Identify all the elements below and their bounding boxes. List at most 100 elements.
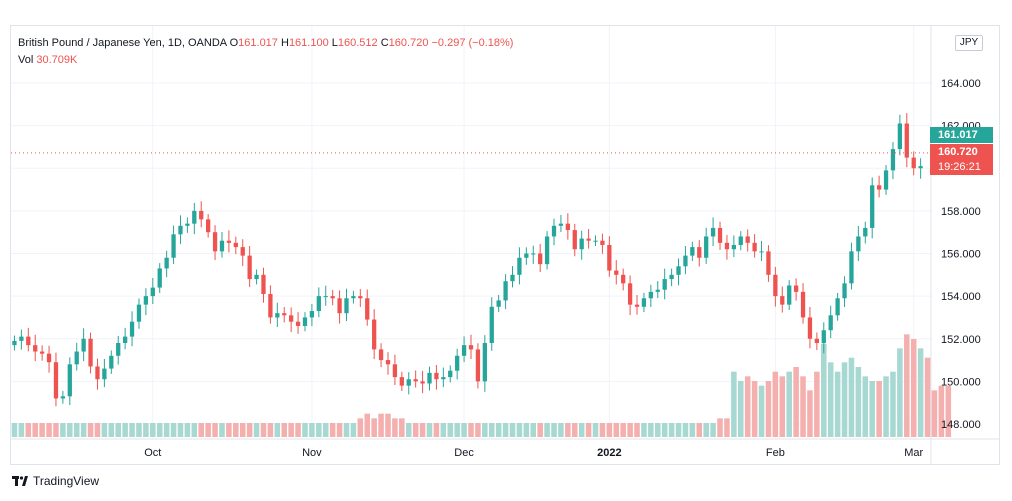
volume-bar[interactable] (744, 376, 751, 437)
candle[interactable] (420, 381, 425, 384)
volume-bar[interactable] (890, 371, 896, 437)
volume-bar[interactable] (807, 390, 813, 437)
volume-bar[interactable] (108, 423, 115, 437)
candle[interactable] (538, 253, 543, 265)
volume-bar[interactable] (191, 423, 198, 437)
candle[interactable] (731, 244, 737, 250)
candle[interactable] (572, 230, 577, 250)
volume-bar[interactable] (316, 423, 322, 437)
volume-bar[interactable] (606, 423, 613, 437)
candle[interactable] (157, 268, 162, 288)
volume-bar[interactable] (101, 423, 108, 437)
volume-bar[interactable] (219, 423, 225, 437)
candle[interactable] (524, 253, 529, 258)
candle[interactable] (890, 149, 896, 171)
volume-bar[interactable] (876, 381, 882, 437)
volume-bar[interactable] (143, 423, 149, 437)
volume-bar[interactable] (129, 423, 135, 437)
candle[interactable] (455, 355, 460, 371)
volume-bar[interactable] (163, 423, 170, 437)
volume-bar[interactable] (447, 423, 454, 437)
candle[interactable] (164, 257, 169, 269)
volume-bar[interactable] (855, 367, 862, 437)
candle[interactable] (282, 313, 287, 316)
volume-bar[interactable] (488, 423, 495, 437)
volume-bar[interactable] (571, 423, 578, 437)
candle[interactable] (787, 285, 792, 305)
volume-bar[interactable] (25, 423, 32, 437)
volume-bar[interactable] (419, 423, 426, 437)
candle[interactable] (129, 321, 135, 337)
candle[interactable] (738, 236, 743, 245)
volume-bar[interactable] (814, 371, 820, 437)
volume-bar[interactable] (551, 423, 557, 437)
candle[interactable] (136, 304, 142, 322)
candle[interactable] (441, 377, 446, 380)
volume-bar[interactable] (827, 362, 834, 437)
candle[interactable] (205, 219, 211, 233)
volume-bar[interactable] (87, 423, 94, 437)
volume-bar[interactable] (454, 423, 460, 437)
volume-bar[interactable] (212, 423, 218, 437)
candle[interactable] (510, 274, 515, 282)
volume-bar[interactable] (585, 423, 592, 437)
candle[interactable] (81, 338, 86, 352)
volume-bar[interactable] (627, 423, 633, 437)
volume-bar[interactable] (530, 423, 537, 437)
volume-bar[interactable] (675, 423, 682, 437)
candle[interactable] (178, 225, 183, 235)
volume-bar[interactable] (779, 376, 786, 437)
volume-bar[interactable] (841, 362, 848, 437)
candle[interactable] (710, 227, 716, 237)
volume-bar[interactable] (309, 423, 315, 437)
volume-bar[interactable] (350, 423, 357, 437)
candle[interactable] (12, 340, 17, 346)
candle[interactable] (275, 313, 280, 318)
volume-bar[interactable] (385, 413, 391, 437)
candle[interactable] (109, 355, 114, 369)
volume-bar[interactable] (772, 371, 779, 437)
candle[interactable] (233, 242, 238, 248)
volume-bar[interactable] (18, 423, 25, 437)
volume-bar[interactable] (917, 348, 924, 437)
candle[interactable] (247, 255, 252, 280)
volume-bar[interactable] (682, 423, 689, 437)
candle[interactable] (669, 274, 674, 280)
volume-bar[interactable] (46, 423, 52, 437)
volume-bar[interactable] (260, 423, 267, 437)
volume-bar[interactable] (648, 423, 654, 437)
candle[interactable] (116, 343, 121, 356)
candle[interactable] (614, 270, 619, 275)
volume-bar[interactable] (475, 423, 481, 437)
volume-bar[interactable] (378, 413, 384, 437)
candle[interactable] (461, 345, 467, 356)
candle[interactable] (793, 285, 799, 292)
volume-bar[interactable] (689, 423, 696, 437)
candle[interactable] (254, 274, 259, 280)
candle[interactable] (690, 247, 695, 256)
volume-bar[interactable] (696, 423, 703, 437)
candle[interactable] (295, 321, 301, 326)
candle[interactable] (434, 372, 439, 380)
volume-bar[interactable] (205, 423, 211, 437)
candle[interactable] (883, 170, 889, 190)
candle[interactable] (676, 266, 681, 275)
candle[interactable] (212, 232, 218, 252)
candle[interactable] (565, 223, 570, 231)
volume-bar[interactable] (924, 357, 931, 437)
volume-bar[interactable] (274, 423, 281, 437)
candle[interactable] (344, 298, 349, 314)
candle[interactable] (385, 360, 391, 365)
candle[interactable] (717, 227, 723, 243)
volume-bar[interactable] (53, 423, 59, 437)
volume-bar[interactable] (426, 423, 433, 437)
volume-bar[interactable] (357, 418, 364, 437)
volume-bar[interactable] (322, 423, 329, 437)
candle[interactable] (33, 345, 38, 352)
candle[interactable] (641, 298, 647, 307)
candle[interactable] (821, 330, 826, 344)
candle[interactable] (773, 274, 778, 297)
volume-bar[interactable] (821, 343, 827, 437)
candle[interactable] (413, 379, 418, 382)
candle[interactable] (316, 296, 321, 312)
